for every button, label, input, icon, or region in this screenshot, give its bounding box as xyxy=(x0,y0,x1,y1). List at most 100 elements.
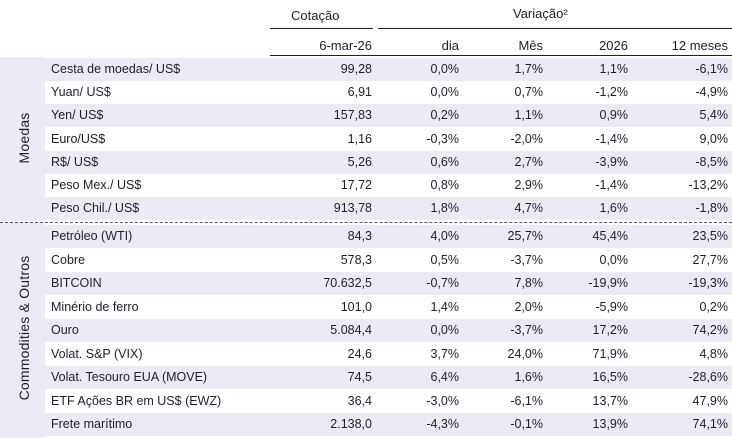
row-2026: 71,9% xyxy=(592,347,628,361)
row-12-meses: 47,9% xyxy=(692,394,728,408)
row-shade xyxy=(45,272,732,295)
row-name: Cobre xyxy=(51,253,86,267)
commodities-shade xyxy=(0,222,45,438)
row-mes: 4,7% xyxy=(514,201,544,215)
row-12-meses: -8,5% xyxy=(695,155,728,169)
row-cotacao: 5.084,4 xyxy=(330,323,372,337)
row-12-meses: 74,2% xyxy=(692,323,728,337)
row-shade xyxy=(45,225,732,248)
row-name: Volat. Tesouro EUA (MOVE) xyxy=(51,370,208,384)
row-shade xyxy=(45,151,732,174)
row-dia: 0,2% xyxy=(430,108,460,122)
row-mes: 25,7% xyxy=(507,229,543,243)
row-12-meses: 9,0% xyxy=(699,132,729,146)
row-2026: -5,9% xyxy=(595,300,628,314)
table-row: BITCOIN 70.632,5 -0,7% 7,8% -19,9% -19,3% xyxy=(0,272,732,295)
row-name: Euro/US$ xyxy=(51,132,106,146)
row-dia: 0,5% xyxy=(430,253,460,267)
table-row: Euro/US$ 1,16 -0,3% -2,0% -1,4% 9,0% xyxy=(0,128,732,151)
row-mes: 0,7% xyxy=(514,85,544,99)
row-2026: -1,2% xyxy=(595,85,628,99)
row-dia: 4,0% xyxy=(430,229,460,243)
row-dia: 0,8% xyxy=(430,178,460,192)
row-cotacao: 17,72 xyxy=(340,178,372,192)
row-12-meses: 0,2% xyxy=(699,300,729,314)
row-cotacao: 36,4 xyxy=(347,394,372,408)
row-dia: 0,0% xyxy=(430,62,460,76)
row-name: Minério de ferro xyxy=(51,300,139,314)
row-shade xyxy=(45,413,732,436)
table-row: Peso Mex./ US$ 17,72 0,8% 2,9% -1,4% -13,2% xyxy=(0,174,732,197)
row-name: Peso Mex./ US$ xyxy=(51,178,142,192)
row-shade xyxy=(45,319,732,342)
row-2026: 16,5% xyxy=(592,370,628,384)
row-mes: 1,6% xyxy=(514,370,544,384)
row-mes: 24,0% xyxy=(507,347,543,361)
table-row: Minério de ferro 101,0 1,4% 2,0% -5,9% 0,2% xyxy=(0,296,732,319)
header-mes: Mês xyxy=(518,38,543,53)
row-12-meses: 27,7% xyxy=(692,253,728,267)
row-name: Volat. S&P (VIX) xyxy=(51,347,143,361)
row-12-meses: 74,1% xyxy=(692,417,728,431)
row-dia: 6,4% xyxy=(430,370,460,384)
row-cotacao: 101,0 xyxy=(340,300,372,314)
row-2026: 1,1% xyxy=(599,62,629,76)
row-2026: 17,2% xyxy=(592,323,628,337)
row-dia: -4,3% xyxy=(426,417,459,431)
row-dia: 1,4% xyxy=(430,300,460,314)
row-cotacao: 913,78 xyxy=(333,201,372,215)
row-name: Yen/ US$ xyxy=(51,108,104,122)
row-name: ETF Ações BR em US$ (EWZ) xyxy=(51,394,222,408)
row-shade xyxy=(45,197,732,220)
row-mes: 2,7% xyxy=(514,155,544,169)
row-name: Yuan/ US$ xyxy=(51,85,111,99)
row-name: Petróleo (WTI) xyxy=(51,229,133,243)
row-12-meses: -13,2% xyxy=(688,178,728,192)
row-2026: 13,7% xyxy=(592,394,628,408)
row-cotacao: 1,16 xyxy=(347,132,372,146)
table-row: Yen/ US$ 157,83 0,2% 1,1% 0,9% 5,4% xyxy=(0,104,732,127)
header-cotacao: Cotação xyxy=(291,8,340,23)
row-cotacao: 74,5 xyxy=(347,370,372,384)
row-dia: 0,0% xyxy=(430,323,460,337)
row-mes: -2,0% xyxy=(510,132,543,146)
row-mes: 1,1% xyxy=(514,108,544,122)
row-shade xyxy=(45,104,732,127)
row-12-meses: 4,8% xyxy=(699,347,729,361)
row-mes: -3,7% xyxy=(510,253,543,267)
row-dia: -3,0% xyxy=(426,394,459,408)
header-bottom-rule xyxy=(270,55,732,56)
table-row: Petróleo (WTI) 84,3 4,0% 25,7% 45,4% 23,5% xyxy=(0,225,732,248)
moedas-shade xyxy=(0,57,45,221)
header-rule-cotacao xyxy=(270,28,373,29)
row-cotacao: 578,3 xyxy=(340,253,372,267)
row-dia: -0,3% xyxy=(426,132,459,146)
table-row: Volat. Tesouro EUA (MOVE) 74,5 6,4% 1,6% 16,… xyxy=(0,366,732,389)
row-mes: -3,7% xyxy=(510,323,543,337)
table-row: Cobre 578,3 0,5% -3,7% 0,0% 27,7% xyxy=(0,249,732,272)
row-2026: 13,9% xyxy=(592,417,628,431)
row-mes: 7,8% xyxy=(514,276,544,290)
row-dia: 1,8% xyxy=(430,201,460,215)
row-mes: -6,1% xyxy=(510,394,543,408)
row-cotacao: 2.138,0 xyxy=(330,417,372,431)
row-name: R$/ US$ xyxy=(51,155,99,169)
row-name: Peso Chil./ US$ xyxy=(51,201,140,215)
row-mes: -0,1% xyxy=(510,417,543,431)
row-name: BITCOIN xyxy=(51,276,102,290)
row-cotacao: 84,3 xyxy=(347,229,372,243)
row-cotacao: 5,26 xyxy=(347,155,372,169)
table-row: Volat. S&P (VIX) 24,6 3,7% 24,0% 71,9% 4,8% xyxy=(0,343,732,366)
row-12-meses: -1,8% xyxy=(695,201,728,215)
row-2026: 1,6% xyxy=(599,201,629,215)
row-cotacao: 6,91 xyxy=(347,85,372,99)
header-rule-variacao xyxy=(378,28,732,29)
row-2026: 45,4% xyxy=(592,229,628,243)
table-row: R$/ US$ 5,26 0,6% 2,7% -3,9% -8,5% xyxy=(0,151,732,174)
row-2026: 0,0% xyxy=(599,253,629,267)
row-2026: -1,4% xyxy=(595,132,628,146)
table-row: ETF Ações BR em US$ (EWZ) 36,4 -3,0% -6,1% 1… xyxy=(0,390,732,413)
row-dia: 0,6% xyxy=(430,155,460,169)
header-12-meses: 12 meses xyxy=(671,38,728,53)
row-shade xyxy=(45,366,732,389)
